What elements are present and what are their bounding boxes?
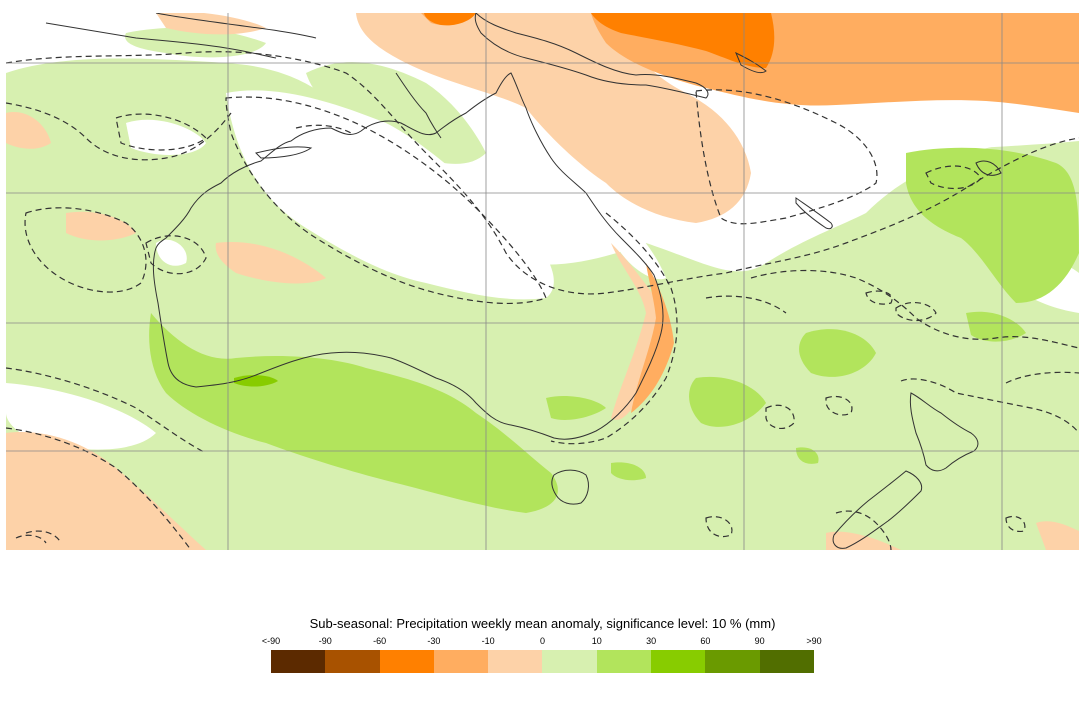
legend-tick-label: -30	[427, 636, 441, 646]
indonesia-coastline-1	[45, 22, 277, 59]
anomaly-field-bright-green	[234, 375, 278, 387]
precipitation-anomaly-map	[6, 13, 1079, 550]
legend-swatch	[651, 650, 706, 673]
coastline-group	[45, 13, 1002, 549]
legend-swatch	[271, 650, 326, 673]
australia-coastline	[152, 72, 664, 440]
timor-coastline	[255, 146, 313, 159]
legend-swatch	[596, 650, 652, 673]
legend-tick-label: -10	[481, 636, 495, 646]
legend-tick-label: 10	[591, 636, 602, 646]
anomaly-field-dark-orange	[424, 13, 775, 68]
legend-tick-label: 30	[646, 636, 657, 646]
legend-tick-label: >90	[806, 636, 822, 646]
legend-swatch	[379, 650, 434, 673]
vanuatu-coastline	[975, 160, 1002, 176]
legend-swatch	[542, 650, 597, 673]
legend-tick-label: 60	[700, 636, 711, 646]
legend-swatch	[325, 650, 380, 673]
indonesia-coastline-3	[395, 72, 442, 139]
legend-tick-label: 0	[539, 636, 545, 646]
graticule	[6, 13, 1079, 550]
legend-swatch	[488, 650, 543, 673]
legend-tick-labels: <-90 -90 -60 -30 -10 0 10 30 60 90 >90	[262, 636, 822, 648]
anomaly-field-green	[149, 147, 1079, 513]
tasmania-coastline	[551, 469, 589, 505]
solomon-islands-coastline	[735, 51, 767, 74]
legend-tick-label: <-90	[261, 636, 281, 646]
legend-swatch	[705, 650, 760, 673]
legend-swatch	[759, 650, 814, 673]
new-zealand-south-coastline	[832, 470, 923, 549]
legend-tick-label: -60	[373, 636, 387, 646]
legend-color-bar	[271, 650, 814, 673]
legend-tick-label: -90	[318, 636, 332, 646]
legend-title: Sub-seasonal: Precipitation weekly mean …	[309, 616, 776, 631]
indonesia-coastline-2	[155, 13, 317, 39]
significance-contours	[6, 51, 1079, 550]
legend-tick-label: 90	[754, 636, 765, 646]
map-canvas	[6, 13, 1079, 550]
new-guinea-coastline	[474, 13, 709, 99]
legend-swatch	[433, 650, 489, 673]
new-zealand-north-coastline	[909, 392, 979, 472]
